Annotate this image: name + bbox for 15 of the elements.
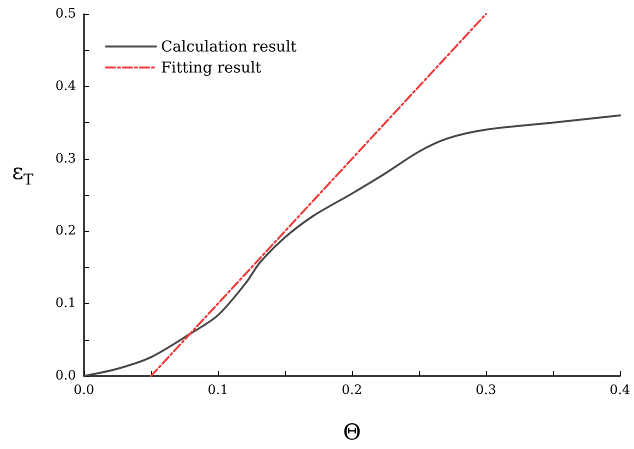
x-tick-label: 0.4 [610,383,630,398]
y-tick-label: 0.3 [55,151,76,166]
y-tick-label: 0.2 [55,224,76,239]
legend-label: Calculation result [161,38,297,56]
x-axis-title: Θ [342,420,362,446]
x-tick-label: 0.2 [342,383,362,398]
legend-label: Fitting result [161,58,262,76]
y-tick-label: 0.5 [55,6,76,22]
y-tick-label: 0.0 [55,368,76,384]
y-axis-title: ε$_{T}$ [12,160,34,188]
x-tick-label: 0.3 [476,383,496,398]
x-tick-label: 0.1 [208,383,228,398]
y-tick-label: 0.1 [55,296,76,312]
x-tick-label: 0.0 [74,383,94,398]
y-tick-label: 0.4 [55,78,76,94]
